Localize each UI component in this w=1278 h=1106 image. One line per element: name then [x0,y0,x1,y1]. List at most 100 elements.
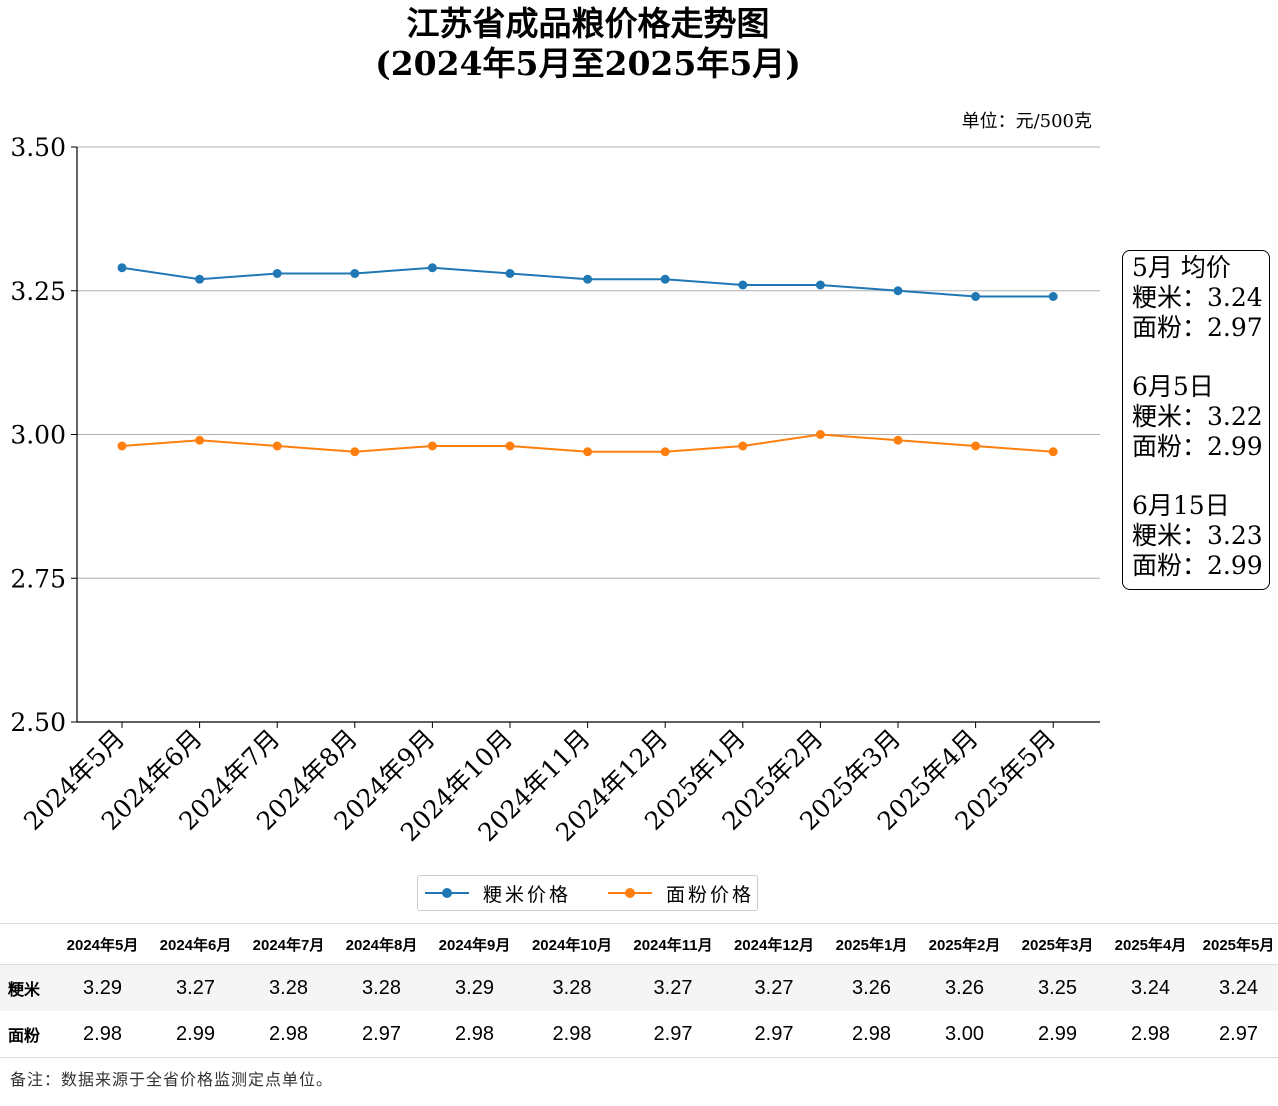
legend-item-rice: 粳米价格 [425,876,571,910]
table-cell: 3.24 [1104,964,1197,1011]
unit-label: 单位：元/500克 [962,111,1092,132]
table-header-row: 2024年5月 2024年6月 2024年7月 2024年8月 2024年9月 2024年… [0,923,1278,965]
table-header-cell: 2024年8月 [335,923,428,965]
data-point [505,441,515,451]
legend: 粳米价格 面粉价格 [417,875,758,911]
data-point [117,263,127,273]
table-header-cell: 2024年7月 [242,923,335,965]
data-point [893,435,903,445]
info-heading: 6月5日 [1132,372,1214,401]
table-header-cell: 2024年12月 [723,923,825,965]
legend-marker-flour [608,888,652,898]
info-heading: 6月15日 [1132,491,1230,520]
table-row: 面粉 2.98 2.99 2.98 2.97 2.98 2.98 2.97 2.97 2.98 3.… [0,1011,1278,1058]
data-point [1048,447,1058,457]
data-point [272,441,282,451]
data-point [195,435,205,445]
data-point [117,441,127,451]
y-tick-label: 3.00 [10,421,66,450]
data-point [660,447,670,457]
table-header-cell: 2024年6月 [149,923,242,965]
line-chart: 2.502.753.003.253.502024年5月2024年6月2024年7… [10,111,1100,847]
data-point [505,269,515,278]
gridlines [77,146,1100,579]
axes: 2.502.753.003.253.502024年5月2024年6月2024年7… [10,133,1100,847]
info-group: 6月15日 粳米：3.23 面粉：2.99 [1132,491,1263,581]
info-heading: 5月 均价 [1132,253,1231,282]
table-cell: 3.26 [825,964,918,1011]
data-point [427,441,437,451]
footnote: 备注：数据来源于全省价格监测定点单位。 [10,1070,334,1089]
table-cell: 3.25 [1011,964,1104,1011]
table-header-cell: 2024年9月 [428,923,521,965]
y-tick-label: 2.75 [10,564,66,593]
table-cell: 2.98 [56,1011,149,1058]
y-tick-label: 3.25 [10,277,66,306]
price-info-box: 5月 均价 粳米：3.24 面粉：2.97 6月5日 粳米：3.22 面粉：2.99 6月1… [1122,250,1270,590]
data-point [583,274,593,284]
table-cell: 2.98 [428,1011,521,1058]
chart-title: 江苏省成品粮价格走势图 [406,4,770,43]
chart-subtitle: (2024年5月至2025年5月) [375,44,801,83]
data-point [583,447,593,457]
data-point [350,447,360,457]
data-point [971,441,981,451]
info-group: 6月5日 粳米：3.22 面粉：2.99 [1132,372,1263,462]
table-row-label: 面粉 [0,1011,56,1058]
info-flour: 面粉：2.99 [1132,551,1263,580]
price-data-table: 2024年5月 2024年6月 2024年7月 2024年8月 2024年9月 2024年… [0,923,1278,1058]
data-point [738,280,748,290]
legend-label-rice: 粳米价格 [483,883,572,906]
data-point [272,269,282,278]
data-point [350,269,360,278]
table-header-cell: 2025年2月 [918,923,1011,965]
table-cell: 2.98 [242,1011,335,1058]
table-cell: 3.29 [428,964,521,1011]
series-lines [117,263,1058,457]
info-rice: 粳米：3.23 [1132,521,1263,550]
table-cell: 2.97 [1197,1011,1278,1058]
legend-item-flour: 面粉价格 [608,876,754,910]
table-header-cell: 2024年5月 [56,923,149,965]
table-cell: 3.27 [723,964,825,1011]
table-row: 粳米 3.29 3.27 3.28 3.28 3.29 3.28 3.27 3.27 3.26 3.… [0,964,1278,1011]
table-cell: 2.97 [723,1011,825,1058]
table-header-cell: 2025年3月 [1011,923,1104,965]
data-point [971,292,981,301]
data-point [1048,292,1058,301]
table-cell: 2.98 [1104,1011,1197,1058]
table-row-label: 粳米 [0,964,56,1011]
table-header-cell: 2024年11月 [623,923,723,965]
table-cell: 2.98 [825,1011,918,1058]
info-flour: 面粉：2.97 [1132,313,1263,342]
table-corner [0,923,56,965]
table-cell: 2.98 [521,1011,623,1058]
data-point [660,274,670,284]
data-point [738,441,748,451]
table-header-cell: 2025年4月 [1104,923,1197,965]
table-cell: 3.28 [335,964,428,1011]
table-cell: 2.99 [1011,1011,1104,1058]
table-cell: 2.97 [335,1011,428,1058]
table-cell: 3.27 [149,964,242,1011]
table-cell: 2.97 [623,1011,723,1058]
table-cell: 3.26 [918,964,1011,1011]
data-point [195,274,205,284]
info-group: 5月 均价 粳米：3.24 面粉：2.97 [1132,253,1263,343]
chart-title-block: 江苏省成品粮价格走势图 (2024年5月至2025年5月) [0,4,1176,84]
info-rice: 粳米：3.24 [1132,283,1263,312]
table-cell: 3.28 [242,964,335,1011]
data-point [893,286,903,296]
table-header-cell: 2024年10月 [521,923,623,965]
table-cell: 3.28 [521,964,623,1011]
data-point [815,430,825,439]
table-cell: 3.24 [1197,964,1278,1011]
table-cell: 3.27 [623,964,723,1011]
table-cell: 3.00 [918,1011,1011,1058]
legend-label-flour: 面粉价格 [666,883,755,906]
y-tick-label: 3.50 [10,133,66,162]
legend-marker-rice [425,888,469,898]
y-tick-label: 2.50 [10,708,66,737]
table-header-cell: 2025年5月 [1197,923,1278,965]
table-header-cell: 2025年1月 [825,923,918,965]
